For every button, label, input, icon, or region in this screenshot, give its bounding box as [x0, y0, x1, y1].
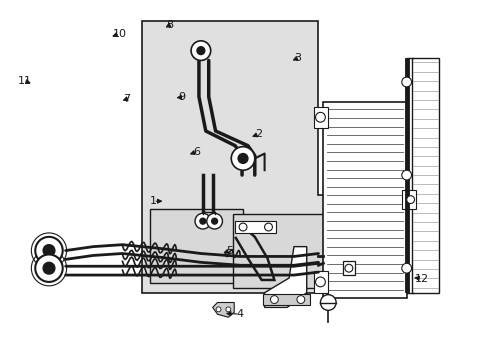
Circle shape — [239, 223, 246, 231]
Bar — [150, 210, 243, 283]
Text: 1: 1 — [150, 196, 157, 206]
Circle shape — [315, 112, 325, 122]
Circle shape — [344, 264, 352, 272]
Bar — [342, 261, 354, 275]
Text: 10: 10 — [113, 28, 127, 39]
Circle shape — [296, 296, 304, 303]
Circle shape — [406, 196, 414, 203]
Text: 5: 5 — [226, 246, 233, 256]
Text: 7: 7 — [123, 94, 130, 104]
Text: 8: 8 — [166, 20, 173, 30]
Circle shape — [35, 255, 62, 282]
Circle shape — [216, 307, 221, 312]
Bar — [262, 294, 309, 305]
Bar — [235, 221, 276, 233]
Circle shape — [231, 147, 254, 170]
Circle shape — [35, 237, 62, 264]
Bar — [323, 102, 406, 298]
Circle shape — [225, 307, 230, 312]
Circle shape — [238, 153, 247, 163]
Circle shape — [320, 294, 335, 310]
Text: 2: 2 — [255, 129, 262, 139]
Polygon shape — [142, 21, 396, 293]
Circle shape — [43, 245, 55, 256]
Bar — [411, 58, 438, 293]
Circle shape — [401, 170, 411, 180]
Polygon shape — [264, 247, 306, 307]
Bar — [233, 214, 335, 288]
Circle shape — [206, 213, 222, 229]
Bar — [401, 190, 415, 210]
Text: 4: 4 — [236, 309, 243, 319]
Bar — [313, 107, 327, 128]
Bar — [313, 271, 327, 293]
Circle shape — [264, 223, 272, 231]
Circle shape — [197, 47, 204, 55]
Circle shape — [200, 218, 205, 224]
Text: 12: 12 — [414, 274, 428, 284]
Circle shape — [43, 262, 55, 274]
Text: 11: 11 — [18, 76, 32, 86]
Circle shape — [315, 277, 325, 287]
Circle shape — [401, 77, 411, 87]
Polygon shape — [212, 302, 234, 317]
Text: 3: 3 — [293, 53, 300, 63]
Text: 6: 6 — [193, 147, 200, 157]
Circle shape — [195, 213, 210, 229]
Circle shape — [211, 218, 217, 224]
Text: 9: 9 — [178, 92, 185, 102]
Circle shape — [401, 263, 411, 273]
Circle shape — [270, 296, 278, 303]
Circle shape — [191, 41, 210, 60]
